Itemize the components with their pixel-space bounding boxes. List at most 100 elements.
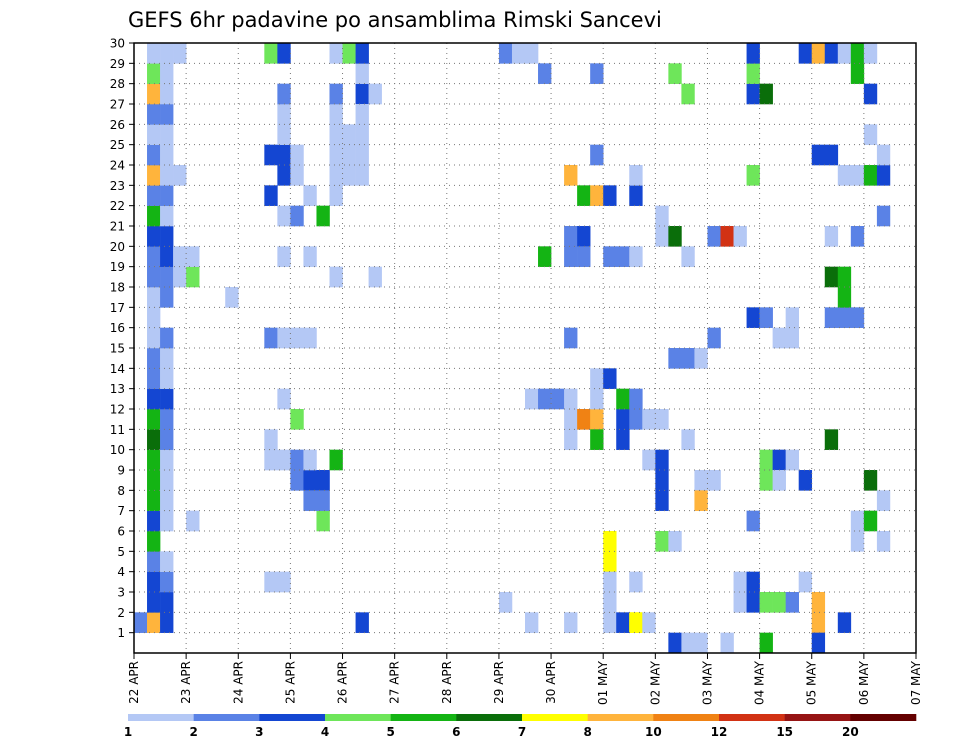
heatmap-cell xyxy=(147,246,161,267)
heatmap-cell xyxy=(824,429,839,450)
colorbar-swatch xyxy=(784,714,851,721)
heatmap-cell xyxy=(694,490,708,511)
heatmap-cell xyxy=(498,592,513,613)
heatmap-cell xyxy=(186,510,200,532)
y-tick-label: 20 xyxy=(110,240,125,254)
heatmap-cell xyxy=(590,144,604,166)
heatmap-cell xyxy=(264,571,278,593)
heatmap-cell xyxy=(603,592,617,613)
heatmap-cell xyxy=(277,83,291,105)
heatmap-cell xyxy=(160,612,174,633)
heatmap-cell xyxy=(147,165,161,186)
heatmap-cell xyxy=(837,307,852,328)
heatmap-cell xyxy=(264,429,278,450)
heatmap-cell xyxy=(277,144,291,166)
heatmap-cell xyxy=(564,246,578,267)
heatmap-cell xyxy=(811,43,826,64)
x-tick-label: 27 APR xyxy=(388,661,402,704)
heatmap-cell xyxy=(564,327,578,349)
heatmap-cell xyxy=(355,104,369,125)
heatmap-cell xyxy=(733,226,747,247)
colorbar-label: 8 xyxy=(583,725,591,739)
heatmap-cell xyxy=(538,246,552,267)
x-tick-label: 23 APR xyxy=(179,661,193,704)
heatmap-cell xyxy=(876,205,891,227)
heatmap-cell xyxy=(264,144,278,166)
heatmap-cell xyxy=(577,185,591,206)
y-tick-label: 30 xyxy=(110,37,125,51)
heatmap-cell xyxy=(603,612,617,633)
colorbar-swatch xyxy=(259,714,326,721)
heatmap-cell xyxy=(147,449,161,471)
heatmap-cell xyxy=(160,551,174,572)
x-tick-label: 29 APR xyxy=(492,661,506,704)
heatmap-cell xyxy=(329,449,343,471)
heatmap-cell xyxy=(655,449,669,471)
heatmap-cell xyxy=(277,388,291,410)
colorbar-swatch xyxy=(587,714,654,721)
colorbar-label: 3 xyxy=(255,725,263,739)
colorbar-label: 6 xyxy=(452,725,460,739)
heatmap-cell xyxy=(629,388,643,410)
heatmap-cell xyxy=(511,43,526,64)
heatmap-cell xyxy=(277,43,291,64)
heatmap-cell xyxy=(147,571,161,593)
heatmap-cell xyxy=(590,429,604,450)
heatmap-cell xyxy=(147,287,161,308)
heatmap-cell xyxy=(160,571,174,593)
heatmap-cell xyxy=(616,409,630,430)
heatmap-cell xyxy=(225,287,239,308)
colorbar-label: 1 xyxy=(124,725,132,739)
x-tick-label: 05 MAY xyxy=(805,660,819,705)
heatmap-cell xyxy=(147,144,161,166)
heatmap-cell xyxy=(720,226,734,247)
colorbar-label: 2 xyxy=(189,725,197,739)
heatmap-cell xyxy=(264,43,278,64)
heatmap-cell xyxy=(629,612,643,633)
heatmap-cell xyxy=(655,470,669,491)
heatmap-cell xyxy=(798,43,813,64)
heatmap-cell xyxy=(186,266,200,288)
heatmap-cell xyxy=(160,592,174,613)
heatmap-cell xyxy=(655,205,669,227)
y-tick-label: 18 xyxy=(110,281,125,295)
colorbar-swatch xyxy=(390,714,457,721)
heatmap-cell xyxy=(173,165,187,186)
colorbar-label: 4 xyxy=(321,725,329,739)
heatmap-cell xyxy=(264,185,278,206)
y-tick-label: 14 xyxy=(110,362,125,376)
heatmap-cell xyxy=(160,449,174,471)
heatmap-cell xyxy=(590,388,604,410)
heatmap-cell xyxy=(642,449,656,471)
heatmap-cell xyxy=(147,43,161,64)
heatmap-cell xyxy=(160,368,174,389)
heatmap-cell xyxy=(147,226,161,247)
heatmap-cell xyxy=(329,266,343,288)
heatmap-cell xyxy=(746,83,760,105)
heatmap-cell xyxy=(551,388,565,410)
heatmap-cell xyxy=(277,124,291,145)
y-tick-label: 17 xyxy=(110,301,125,315)
heatmap-cell xyxy=(616,388,630,410)
heatmap-cell xyxy=(837,612,852,633)
colorbar-swatch xyxy=(653,714,720,721)
y-tick-label: 7 xyxy=(117,504,125,518)
heatmap-cell xyxy=(668,226,682,247)
heatmap-cell xyxy=(629,165,643,186)
y-tick-label: 13 xyxy=(110,382,125,396)
heatmap-cell xyxy=(850,226,865,247)
colorbar-swatch xyxy=(325,714,391,721)
heatmap-cell xyxy=(876,144,891,166)
heatmap-cell xyxy=(329,104,343,125)
heatmap-cell xyxy=(668,632,682,654)
heatmap-cell xyxy=(876,165,891,186)
heatmap-cell xyxy=(837,165,852,186)
heatmap-cell xyxy=(264,449,278,471)
heatmap-cell xyxy=(629,185,643,206)
heatmap-cell xyxy=(824,43,839,64)
heatmap-cell xyxy=(160,266,174,288)
heatmap-cell xyxy=(355,43,369,64)
heatmap-cell xyxy=(368,266,382,288)
heatmap-cell xyxy=(863,510,878,532)
heatmap-cell xyxy=(147,470,161,491)
